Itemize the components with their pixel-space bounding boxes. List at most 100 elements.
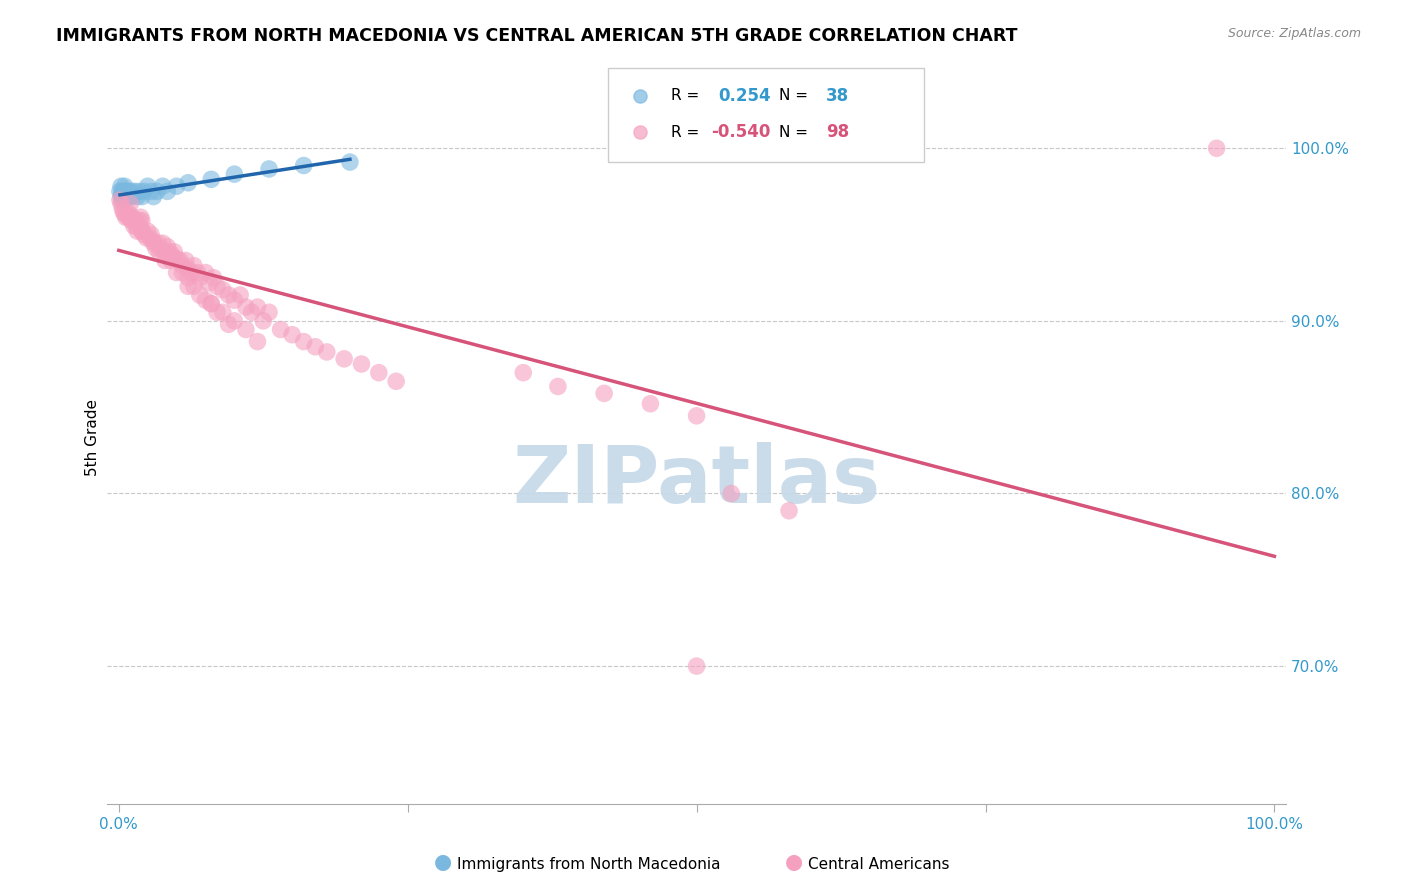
Point [131,189,153,203]
Point [211,283,233,297]
Point [685,409,707,423]
Point [315,345,337,359]
Point [110,179,132,194]
Point [350,357,373,371]
Point [252,314,274,328]
Point [720,486,742,500]
Point [129,211,152,225]
Point [778,504,800,518]
Point [229,288,252,302]
Point [159,244,181,259]
Point [146,185,169,199]
Point [200,296,222,310]
Point [128,185,150,199]
Point [156,185,179,199]
Text: IMMIGRANTS FROM NORTH MACEDONIA VS CENTRAL AMERICAN 5TH GRADE CORRELATION CHART: IMMIGRANTS FROM NORTH MACEDONIA VS CENTR… [56,27,1018,45]
Point [188,270,211,285]
Point [111,202,134,216]
Point [121,211,143,225]
Point [111,193,134,207]
Text: Central Americans: Central Americans [808,857,950,872]
Point [211,305,233,319]
Point [200,296,222,310]
Text: ●: ● [786,853,803,872]
Point [163,244,186,259]
Text: -0.540: -0.540 [711,123,770,141]
Y-axis label: 5th Grade: 5th Grade [86,399,100,476]
Point [159,253,181,268]
Point [257,161,280,176]
Point [281,327,304,342]
Text: 0.254: 0.254 [718,87,770,104]
Point [112,185,135,199]
Point [148,244,170,259]
Point [114,179,136,194]
Point [224,314,246,328]
Point [141,185,163,199]
Point [127,217,149,231]
Point [172,259,194,273]
Point [202,270,225,285]
Point [115,185,138,199]
Point [108,185,131,199]
Point [114,185,136,199]
Point [177,262,200,277]
Point [153,253,176,268]
Point [172,266,194,280]
Point [152,179,174,194]
Text: N =: N = [779,125,808,140]
Point [152,236,174,251]
Point [593,386,616,401]
Point [166,179,188,194]
Point [205,305,228,319]
Point [183,279,205,293]
Point [304,340,326,354]
Point [142,236,165,251]
Point [122,219,145,233]
Point [110,189,132,203]
Text: 98: 98 [827,123,849,141]
Point [270,322,292,336]
Point [547,379,569,393]
Point [218,288,240,302]
Point [640,397,662,411]
Point [177,270,200,285]
Text: Source: ZipAtlas.com: Source: ZipAtlas.com [1227,27,1361,40]
Point [257,305,280,319]
Point [630,200,652,214]
Point [115,189,138,203]
Point [110,196,132,211]
Point [142,189,165,203]
Point [166,266,188,280]
Point [153,244,176,259]
Point [120,211,142,225]
Point [512,366,534,380]
Point [131,224,153,238]
Point [134,227,156,242]
Point [111,187,134,202]
Text: R =: R = [671,125,699,140]
Point [246,300,269,314]
Point [198,276,221,290]
Point [117,189,139,203]
Point [131,213,153,227]
Point [1205,141,1227,155]
Point [118,185,141,199]
Point [188,288,211,302]
Point [121,213,143,227]
Point [120,189,142,203]
Text: ●: ● [434,853,451,872]
Point [139,231,162,245]
Text: 38: 38 [827,87,849,104]
Point [194,293,217,308]
Point [166,252,188,266]
Point [115,205,138,219]
Point [169,253,191,268]
Point [142,235,165,249]
Point [194,266,217,280]
Point [292,334,315,349]
Point [183,259,205,273]
Point [153,244,176,259]
Point [118,207,141,221]
Point [121,189,143,203]
